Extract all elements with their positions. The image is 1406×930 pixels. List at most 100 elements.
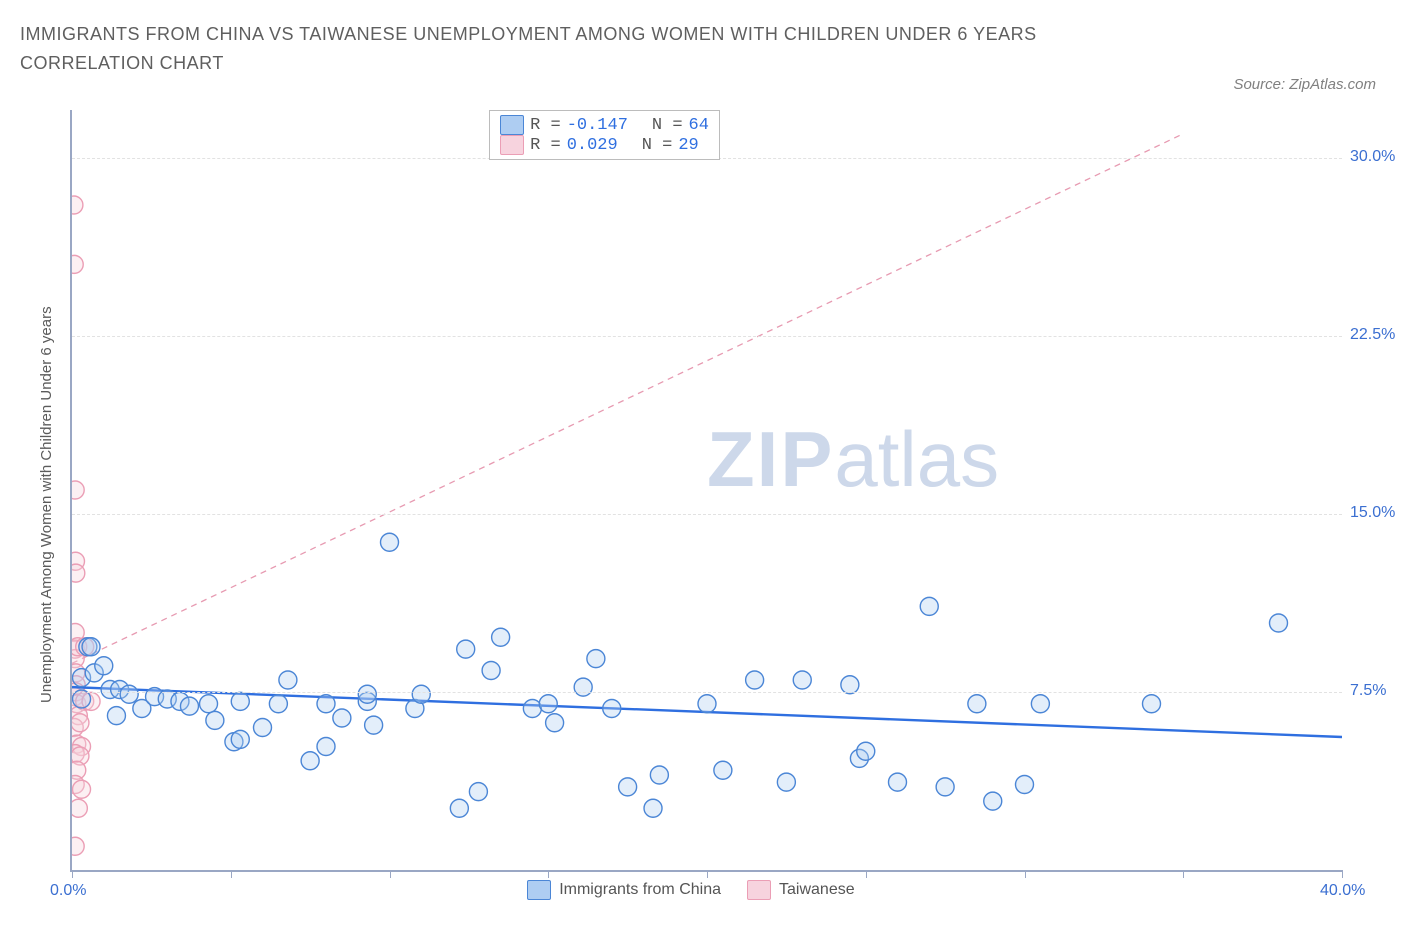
datapoint-china bbox=[574, 678, 592, 696]
datapoint-china bbox=[333, 709, 351, 727]
legend-n-label: N = bbox=[652, 116, 683, 135]
trendline-taiwan bbox=[72, 134, 1183, 664]
datapoint-china bbox=[777, 773, 795, 791]
datapoint-taiwan bbox=[72, 196, 83, 214]
datapoint-china bbox=[644, 799, 662, 817]
datapoint-china bbox=[469, 783, 487, 801]
legend-r-value-taiwan: 0.029 bbox=[567, 136, 618, 155]
datapoint-taiwan bbox=[73, 780, 91, 798]
swatch-china-icon bbox=[500, 115, 524, 135]
x-tick bbox=[1025, 870, 1026, 878]
x-tick-label: 0.0% bbox=[50, 882, 86, 900]
datapoint-china bbox=[254, 719, 272, 737]
x-tick bbox=[866, 870, 867, 878]
scatter-svg bbox=[72, 110, 1342, 870]
datapoint-china bbox=[358, 685, 376, 703]
gridline bbox=[72, 514, 1342, 515]
legend-label-taiwan: Taiwanese bbox=[779, 881, 855, 899]
datapoint-china bbox=[82, 638, 100, 656]
x-tick bbox=[548, 870, 549, 878]
datapoint-china bbox=[200, 695, 218, 713]
datapoint-taiwan bbox=[72, 714, 89, 732]
legend-r-value-china: -0.147 bbox=[567, 116, 628, 135]
y-tick-label: 30.0% bbox=[1350, 148, 1395, 166]
datapoint-china bbox=[381, 533, 399, 551]
datapoint-china bbox=[746, 671, 764, 689]
datapoint-china bbox=[698, 695, 716, 713]
swatch-china-icon bbox=[527, 880, 551, 900]
datapoint-china bbox=[546, 714, 564, 732]
legend-stats-row-china: R = -0.147 N = 64 bbox=[500, 115, 709, 135]
swatch-taiwan-icon bbox=[747, 880, 771, 900]
datapoint-china bbox=[317, 738, 335, 756]
x-tick-label: 40.0% bbox=[1320, 882, 1365, 900]
y-tick-label: 7.5% bbox=[1350, 682, 1386, 700]
datapoint-taiwan bbox=[72, 481, 84, 499]
gridline bbox=[72, 692, 1342, 693]
legend-item-china: Immigrants from China bbox=[527, 880, 721, 900]
datapoint-china bbox=[120, 685, 138, 703]
datapoint-china bbox=[714, 761, 732, 779]
legend-stats-box: R = -0.147 N = 64 R = 0.029 N = 29 bbox=[489, 110, 720, 160]
datapoint-china bbox=[603, 700, 621, 718]
y-axis-label: Unemployment Among Women with Children U… bbox=[38, 306, 55, 703]
datapoint-taiwan bbox=[72, 799, 87, 817]
legend-r-label: R = bbox=[530, 116, 561, 135]
x-tick bbox=[1183, 870, 1184, 878]
datapoint-china bbox=[1031, 695, 1049, 713]
datapoint-china bbox=[231, 692, 249, 710]
y-tick-label: 15.0% bbox=[1350, 504, 1395, 522]
datapoint-china bbox=[936, 778, 954, 796]
datapoint-china bbox=[269, 695, 287, 713]
x-tick bbox=[707, 870, 708, 878]
datapoint-china bbox=[984, 792, 1002, 810]
datapoint-china bbox=[539, 695, 557, 713]
chart-container: IMMIGRANTS FROM CHINA VS TAIWANESE UNEMP… bbox=[0, 0, 1406, 930]
legend-label-china: Immigrants from China bbox=[559, 881, 721, 899]
datapoint-taiwan bbox=[72, 837, 84, 855]
datapoint-china bbox=[793, 671, 811, 689]
swatch-taiwan-icon bbox=[500, 135, 524, 155]
datapoint-china bbox=[482, 662, 500, 680]
datapoint-china bbox=[619, 778, 637, 796]
datapoint-china bbox=[857, 742, 875, 760]
datapoint-taiwan bbox=[72, 564, 85, 582]
datapoint-china bbox=[365, 716, 383, 734]
datapoint-china bbox=[279, 671, 297, 689]
datapoint-china bbox=[180, 697, 198, 715]
datapoint-china bbox=[1143, 695, 1161, 713]
plot-area: ZIPatlas bbox=[70, 110, 1342, 872]
x-tick bbox=[390, 870, 391, 878]
x-tick bbox=[1342, 870, 1343, 878]
datapoint-china bbox=[492, 628, 510, 646]
datapoint-china bbox=[1270, 614, 1288, 632]
legend-item-taiwan: Taiwanese bbox=[747, 880, 855, 900]
legend-n-value-china: 64 bbox=[689, 116, 709, 135]
legend-n-label: N = bbox=[642, 136, 673, 155]
legend-series: Immigrants from China Taiwanese bbox=[527, 880, 854, 900]
datapoint-china bbox=[968, 695, 986, 713]
datapoint-china bbox=[889, 773, 907, 791]
datapoint-china bbox=[206, 711, 224, 729]
legend-n-value-taiwan: 29 bbox=[678, 136, 698, 155]
datapoint-china bbox=[650, 766, 668, 784]
source-label: Source: ZipAtlas.com bbox=[1233, 76, 1376, 93]
x-tick bbox=[72, 870, 73, 878]
gridline bbox=[72, 336, 1342, 337]
datapoint-china bbox=[301, 752, 319, 770]
datapoint-china bbox=[412, 685, 430, 703]
datapoint-china bbox=[231, 730, 249, 748]
datapoint-china bbox=[95, 657, 113, 675]
legend-r-label: R = bbox=[530, 136, 561, 155]
datapoint-china bbox=[587, 650, 605, 668]
datapoint-china bbox=[457, 640, 475, 658]
datapoint-china bbox=[920, 597, 938, 615]
datapoint-china bbox=[107, 707, 125, 725]
datapoint-china bbox=[317, 695, 335, 713]
y-tick-label: 22.5% bbox=[1350, 326, 1395, 344]
datapoint-china bbox=[450, 799, 468, 817]
datapoint-taiwan bbox=[72, 255, 83, 273]
x-tick bbox=[231, 870, 232, 878]
chart-title: IMMIGRANTS FROM CHINA VS TAIWANESE UNEMP… bbox=[20, 20, 1120, 78]
legend-stats-row-taiwan: R = 0.029 N = 29 bbox=[500, 135, 709, 155]
